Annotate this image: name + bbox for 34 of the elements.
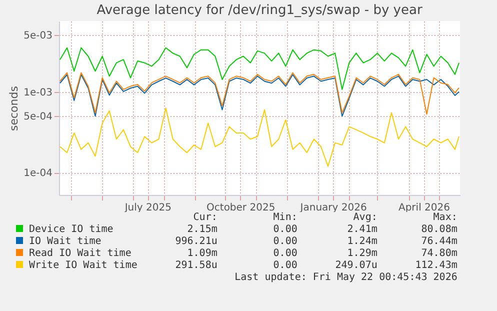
text: Avg: <box>352 212 378 224</box>
text: 996.21u <box>174 236 218 248</box>
chart-title: Average latency for /dev/ring1_sys/swap - by year <box>96 3 423 18</box>
legend-label: Write IO Wait time <box>28 260 138 272</box>
y-axis-title: seconds <box>8 86 21 131</box>
text: 112.43m <box>414 260 458 272</box>
y-tick-label: 5e-03 <box>24 30 52 42</box>
text: 2.41m <box>346 224 378 236</box>
text: 0.00 <box>272 248 298 260</box>
text: 0.00 <box>272 260 298 272</box>
text: 249.07u <box>334 260 378 272</box>
text: 1.24m <box>346 236 378 248</box>
text: 2.15m <box>186 224 218 236</box>
text: 1.09m <box>186 248 218 260</box>
text: 0.00 <box>272 224 298 236</box>
legend-label: Device IO time <box>28 224 114 236</box>
text: 291.58u <box>174 260 218 272</box>
legend-label: IO Wait time <box>28 236 102 248</box>
y-tick-label: 5e-04 <box>24 112 52 123</box>
text: Max: <box>432 212 458 224</box>
text: 80.08m <box>420 224 458 236</box>
text: Min: <box>272 212 298 224</box>
y-tick-label: 1e-03 <box>24 87 52 98</box>
text: 74.80m <box>420 248 458 260</box>
text: Cur: <box>192 212 218 224</box>
x-tick-label: October 2025 <box>206 202 276 214</box>
y-tick-label: 1e-04 <box>24 168 52 180</box>
text: Last update: Fri May 22 00:45:43 2026 <box>234 272 458 284</box>
line-series <box>60 108 460 167</box>
text: 76.44m <box>420 236 458 248</box>
legend-label: Read IO Wait time <box>28 248 132 260</box>
text: 0.00 <box>272 236 298 248</box>
line-series <box>60 47 460 90</box>
text: 1.29m <box>346 248 378 260</box>
